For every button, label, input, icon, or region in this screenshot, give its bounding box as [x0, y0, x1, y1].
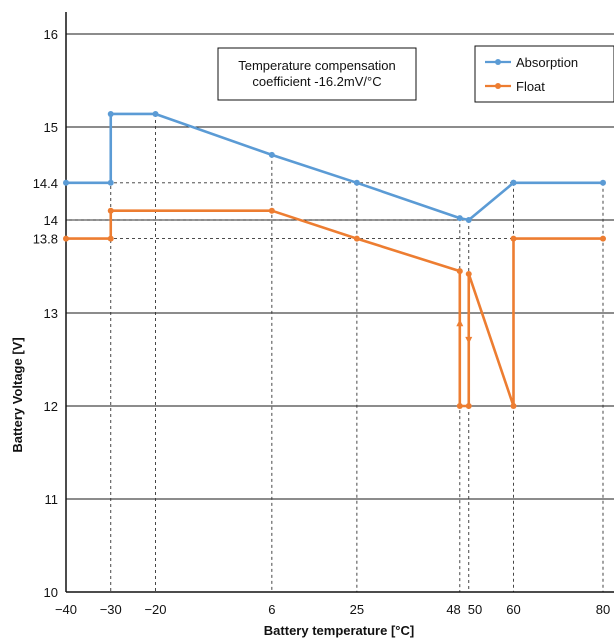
data-point-absorption — [600, 179, 606, 186]
x-tick-label: −40 — [55, 602, 77, 617]
data-point-absorption — [353, 179, 360, 186]
legend-label-float: Float — [516, 79, 545, 94]
data-point-absorption — [465, 217, 472, 223]
data-point-float — [107, 235, 114, 242]
data-point-absorption — [152, 110, 159, 117]
annotation-box: Temperature compensation coefficient -16… — [217, 47, 417, 101]
annotation-line-1: Temperature compensation — [238, 58, 396, 73]
series-lines — [63, 110, 606, 409]
y-tick-label: 10 — [44, 585, 58, 600]
y-axis-title: Battery Voltage [V] — [10, 337, 25, 452]
data-point-absorption — [107, 110, 114, 117]
legend: Absorption Float — [474, 45, 614, 103]
data-point-absorption — [268, 151, 275, 158]
x-tick-label: 6 — [268, 602, 275, 617]
data-point-float — [353, 235, 360, 242]
float-arrow-up — [456, 319, 464, 327]
x-tick-label: 80 — [596, 602, 610, 617]
data-point-absorption — [107, 179, 114, 186]
y-tick-label: 13 — [44, 306, 58, 321]
y-tick-label: 14 — [44, 213, 58, 228]
y-tick-label: 16 — [44, 27, 58, 42]
data-point-float — [63, 235, 69, 242]
data-point-float — [107, 207, 114, 214]
axes — [65, 12, 614, 593]
x-tick-label: 60 — [506, 602, 520, 617]
legend-label-absorption: Absorption — [516, 55, 578, 70]
y-tick-label: 14.4 — [33, 176, 58, 191]
data-point-absorption — [63, 179, 69, 186]
data-point-float — [456, 403, 463, 409]
data-point-float — [268, 207, 275, 214]
data-point-float — [456, 268, 463, 275]
annotation-line-2: coefficient -16.2mV/°C — [252, 74, 381, 89]
data-point-absorption — [510, 179, 517, 186]
series-line-float — [66, 209, 603, 408]
data-point-absorption — [456, 215, 463, 222]
data-point-float — [510, 235, 517, 242]
tick-labels: 10 11 12 13 13.8 14 14.4 15 16 −40 −30 −20 6 25 48 50 60… — [33, 27, 611, 617]
data-point-float — [465, 403, 472, 409]
legend-marker-float — [495, 83, 501, 89]
guide-lines — [66, 113, 604, 592]
x-tick-label: −20 — [144, 602, 166, 617]
y-tick-label: 12 — [44, 399, 58, 414]
data-point-float — [510, 403, 517, 409]
series-line-absorption — [66, 112, 603, 222]
x-tick-label: 50 — [468, 602, 482, 617]
x-tick-label: −30 — [100, 602, 122, 617]
grid — [66, 33, 614, 500]
data-point-float — [465, 270, 472, 277]
data-point-float — [600, 235, 606, 242]
y-tick-label: 15 — [44, 120, 58, 135]
x-axis-title: Battery temperature [°C] — [264, 623, 414, 638]
x-tick-label: 25 — [350, 602, 364, 617]
float-arrow-down — [465, 336, 473, 344]
y-tick-label: 11 — [45, 492, 59, 507]
y-tick-label: 13.8 — [33, 232, 58, 247]
legend-marker-absorption — [495, 59, 501, 65]
x-tick-label: 48 — [446, 602, 460, 617]
